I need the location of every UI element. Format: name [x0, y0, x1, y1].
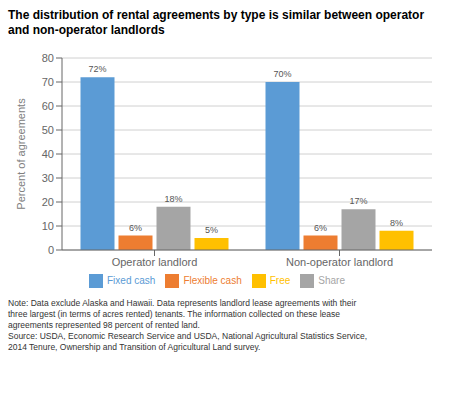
html-text:agreements represented 98 perc: agreements represented 98 percent of ren… — [8, 320, 200, 330]
html-text:three largest (in terms of acr: three largest (in terms of acres rented)… — [8, 309, 340, 319]
html-text:The distribution of rental agr: The distribution of rental agreements by… — [8, 8, 425, 37]
svg-text:6%: 6% — [314, 223, 327, 233]
svg-text:30: 30 — [42, 172, 54, 184]
html-text:Source: USDA, Economic Researc: Source: USDA, Economic Research Service … — [8, 331, 367, 341]
html-text:Free: Free — [269, 274, 291, 286]
html-text:Flexible cash: Flexible cash — [183, 274, 242, 286]
svg-text:70: 70 — [42, 76, 54, 88]
svg-text:5%: 5% — [205, 225, 218, 235]
svg-text:60: 60 — [42, 100, 54, 112]
html-text:Share: Share — [318, 274, 345, 286]
svg-text:8%: 8% — [390, 218, 403, 228]
svg-text:Operator landlord: Operator landlord — [112, 256, 198, 268]
svg-text:0: 0 — [48, 244, 54, 256]
svg-text:72%: 72% — [88, 64, 106, 74]
svg-text:50: 50 — [42, 124, 54, 136]
svg-text:20: 20 — [42, 196, 54, 208]
html-text:2014 Tenure, Ownership and Tra: 2014 Tenure, Ownership and Transition of… — [8, 342, 261, 352]
html-text:Note: Data exclude Alaska and: Note: Data exclude Alaska and Hawaii. Da… — [8, 298, 357, 308]
svg-text:6%: 6% — [129, 223, 142, 233]
svg-text:18%: 18% — [164, 194, 182, 204]
svg-text:40: 40 — [42, 148, 54, 160]
svg-text:17%: 17% — [349, 196, 367, 206]
svg-text:70%: 70% — [273, 69, 291, 79]
svg-text:Percent of agreements: Percent of agreements — [15, 98, 27, 210]
svg-text:80: 80 — [42, 52, 54, 64]
svg-text:10: 10 — [42, 220, 54, 232]
svg-text:Non-operator landlord: Non-operator landlord — [286, 256, 393, 268]
html-text:Fixed cash: Fixed cash — [107, 274, 156, 286]
